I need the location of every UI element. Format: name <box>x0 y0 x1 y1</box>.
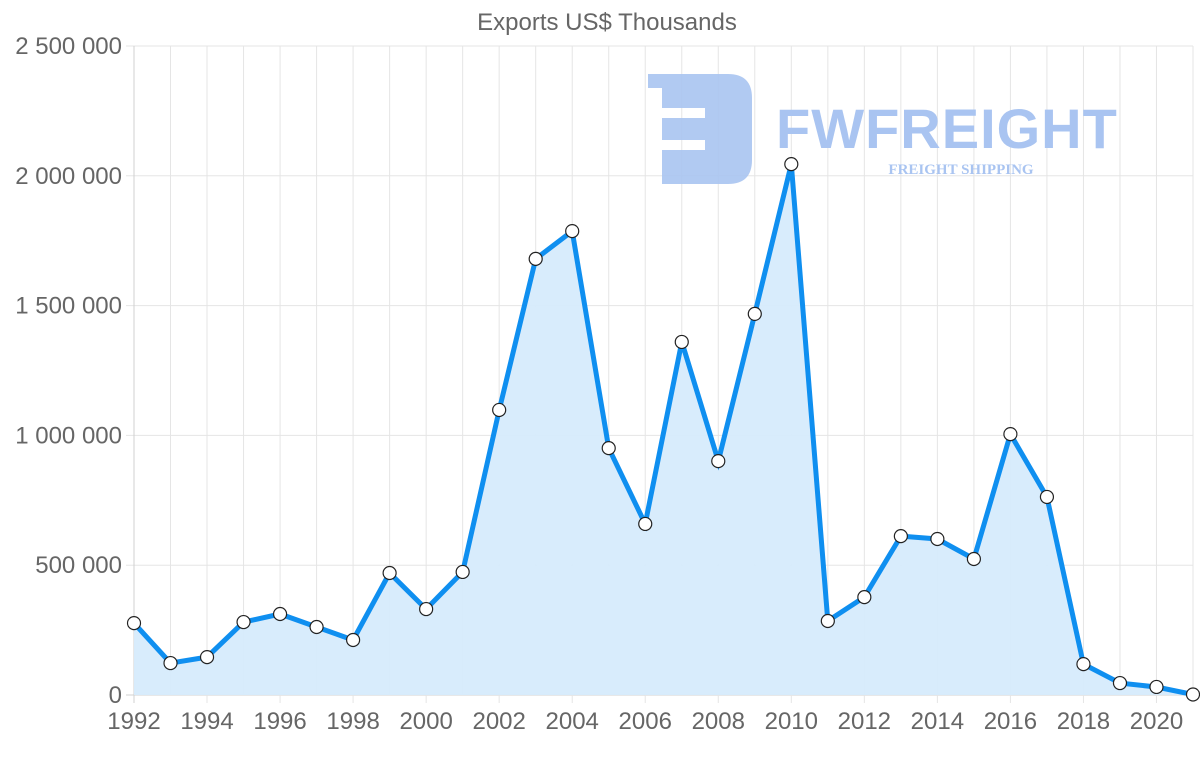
data-point-marker <box>966 551 981 567</box>
data-point-marker <box>930 531 945 547</box>
data-point-marker <box>1076 657 1091 672</box>
data-point-marker <box>528 251 543 266</box>
data-points <box>126 157 1200 702</box>
data-point-marker <box>747 306 762 322</box>
y-tick-label: 1 000 000 <box>15 422 122 449</box>
x-tick-label: 2012 <box>838 708 891 735</box>
data-point-marker <box>163 655 178 671</box>
x-axis-ticks: 1992 1994 1996 1998 2000 2002 2004 2006 2008 2010… <box>107 708 1183 735</box>
data-point-marker <box>674 334 689 350</box>
x-tick-label: 2020 <box>1130 708 1183 735</box>
data-point-marker <box>309 619 324 635</box>
watermark-logo: FWFREIGHT FREIGHT SHIPPING <box>648 74 1118 184</box>
y-tick-label: 2 000 000 <box>15 163 122 190</box>
data-point-marker <box>126 615 142 631</box>
data-point-marker <box>1003 427 1018 442</box>
y-axis-ticks: 0 500 000 1 000 000 1 500 000 2 000 000 2 500… <box>15 33 122 709</box>
data-point-marker <box>1039 489 1055 505</box>
watermark-tagline: FREIGHT SHIPPING <box>888 162 1033 178</box>
x-tick-label: 2014 <box>911 708 964 735</box>
y-tick-label: 1 500 000 <box>15 293 122 320</box>
data-point-marker <box>382 565 397 581</box>
x-tick-label: 2010 <box>765 708 818 735</box>
series-area <box>134 164 1193 696</box>
x-tick-label: 2016 <box>984 708 1037 735</box>
data-point-marker <box>492 402 507 418</box>
data-point-marker <box>857 590 872 605</box>
x-tick-label: 2018 <box>1057 708 1110 735</box>
x-tick-label: 2008 <box>692 708 745 735</box>
data-point-marker <box>601 441 616 456</box>
x-tick-label: 2004 <box>546 708 599 735</box>
data-point-marker <box>565 223 580 239</box>
data-point-marker <box>638 516 653 532</box>
data-point-marker <box>1185 687 1200 702</box>
data-point-marker <box>236 614 251 630</box>
x-tick-label: 2000 <box>399 708 452 735</box>
area-fill <box>134 164 1193 696</box>
x-tick-label: 1992 <box>107 708 160 735</box>
data-point-marker <box>199 649 215 665</box>
x-tick-label: 2002 <box>472 708 525 735</box>
x-tick-label: 1994 <box>180 708 233 735</box>
watermark-brand: FWFREIGHT <box>776 97 1118 160</box>
x-tick-label: 1998 <box>326 708 379 735</box>
y-tick-label: 500 000 <box>35 552 122 579</box>
x-tick-label: 1996 <box>253 708 306 735</box>
data-point-marker <box>1149 679 1164 695</box>
data-point-marker <box>346 632 361 648</box>
data-point-marker <box>419 601 434 617</box>
y-tick-label: 2 500 000 <box>15 33 122 60</box>
data-point-marker <box>455 564 470 580</box>
data-point-marker <box>893 529 908 544</box>
data-point-marker <box>784 157 799 172</box>
data-point-marker <box>711 454 726 469</box>
chart-title: Exports US$ Thousands <box>477 9 737 36</box>
fwfreight-logo-icon <box>648 74 752 184</box>
y-tick-label: 0 <box>109 682 122 709</box>
x-tick-label: 2006 <box>619 708 672 735</box>
data-point-marker <box>272 606 288 622</box>
data-point-marker <box>820 613 835 629</box>
data-point-marker <box>1112 675 1128 691</box>
